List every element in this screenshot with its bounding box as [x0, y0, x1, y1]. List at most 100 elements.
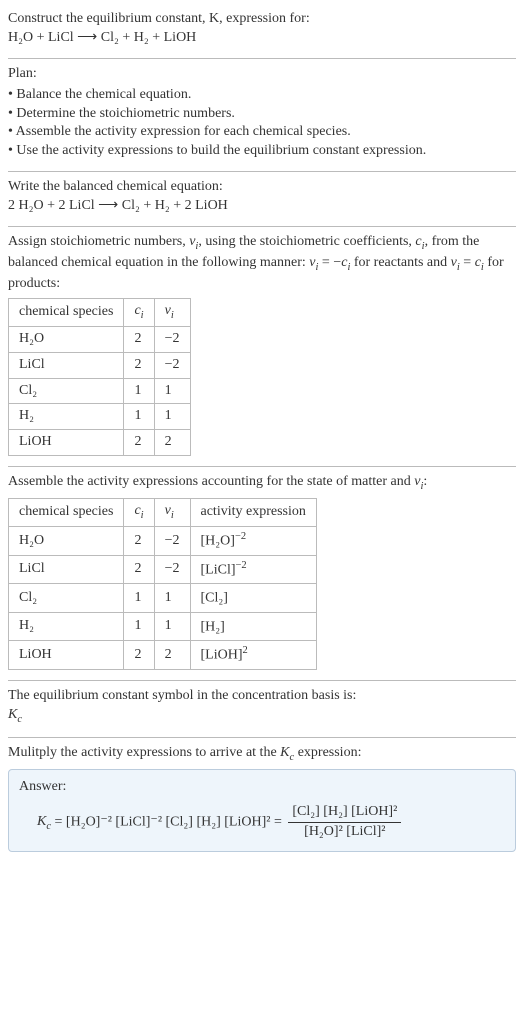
- col-species: chemical species: [9, 298, 124, 326]
- stoich-heading: Assign stoichiometric numbers, νi, using…: [8, 233, 516, 294]
- cell: 1: [154, 404, 190, 430]
- divider: [8, 226, 516, 227]
- cell: H₂: [9, 612, 124, 641]
- cell: −2: [154, 555, 190, 584]
- nu-i-symbol: νi: [189, 234, 198, 249]
- plan-item: Assemble the activity expression for eac…: [8, 123, 516, 142]
- base: [LiOH]: [201, 648, 243, 663]
- cell: 2: [124, 555, 154, 584]
- cell: [LiCl]−2: [190, 555, 316, 584]
- plan-list: Balance the chemical equation. Determine…: [8, 86, 516, 162]
- plan-item: Balance the chemical equation.: [8, 86, 516, 105]
- table-header-row: chemical species ci νi: [9, 298, 191, 326]
- divider: [8, 737, 516, 738]
- cell: −2: [154, 527, 190, 556]
- balanced-equation: 2 H₂O + 2 LiCl ⟶ Cl₂ + H₂ + 2 LiOH: [8, 197, 516, 216]
- base: [LiCl]: [201, 562, 236, 577]
- stoich-block: Assign stoichiometric numbers, νi, using…: [8, 229, 516, 464]
- cell: 1: [124, 404, 154, 430]
- lhs-terms: [H₂O]⁻² [LiCl]⁻² [Cl₂] [H₂] [LiOH]²: [66, 814, 271, 829]
- table-row: Cl₂11[Cl₂]: [9, 584, 317, 613]
- cell: −2: [154, 352, 190, 378]
- eqconst-heading: The equilibrium constant symbol in the c…: [8, 687, 516, 706]
- txt: Assign stoichiometric numbers,: [8, 234, 189, 249]
- cell: 2: [124, 527, 154, 556]
- cell: 2: [124, 326, 154, 352]
- kc-symbol: Kc: [280, 745, 294, 760]
- cell: H₂: [9, 404, 124, 430]
- txt: =: [460, 255, 475, 270]
- equals: =: [274, 814, 285, 829]
- plan-item: Determine the stoichiometric numbers.: [8, 105, 516, 124]
- cell: 2: [154, 430, 190, 456]
- base: [Cl₂]: [201, 591, 228, 606]
- cell: −2: [154, 326, 190, 352]
- cell: [LiOH]2: [190, 641, 316, 670]
- cell: LiOH: [9, 641, 124, 670]
- kc-symbol: Kc: [8, 706, 516, 727]
- txt: :: [423, 474, 427, 489]
- cell: 1: [124, 378, 154, 404]
- eqconst-block: The equilibrium constant symbol in the c…: [8, 683, 516, 735]
- table-row: H₂O2−2[H₂O]−2: [9, 527, 317, 556]
- rel: ci: [341, 255, 350, 270]
- cell: 1: [124, 584, 154, 613]
- rel: νi: [451, 255, 460, 270]
- cell: 1: [154, 584, 190, 613]
- numerator: [Cl₂] [H₂] [LiOH]²: [288, 803, 401, 823]
- base: [H₂]: [201, 620, 225, 635]
- col-vi: νi: [154, 298, 190, 326]
- txt: = −: [318, 255, 341, 270]
- activity-table: chemical species ci νi activity expressi…: [8, 498, 317, 670]
- cell: [H₂]: [190, 612, 316, 641]
- txt: for reactants and: [350, 255, 450, 270]
- divider: [8, 171, 516, 172]
- table-row: H₂11[H₂]: [9, 612, 317, 641]
- col-vi: νi: [154, 499, 190, 527]
- final-block: Mulitply the activity expressions to arr…: [8, 740, 516, 861]
- kc-symbol: Kc: [37, 814, 51, 829]
- txt: Assemble the activity expressions accoun…: [8, 474, 414, 489]
- table-row: LiOH22: [9, 430, 191, 456]
- answer-label: Answer:: [19, 778, 505, 797]
- txt: expression:: [294, 745, 361, 760]
- cell: LiCl: [9, 555, 124, 584]
- divider: [8, 58, 516, 59]
- txt: , using the stoichiometric coefficients,: [198, 234, 415, 249]
- equals: =: [55, 814, 66, 829]
- table-row: Cl₂11: [9, 378, 191, 404]
- intro-line1: Construct the equilibrium constant, K, e…: [8, 11, 310, 26]
- cell: 1: [124, 612, 154, 641]
- table-row: LiCl2−2: [9, 352, 191, 378]
- cell: 1: [154, 612, 190, 641]
- pow: −2: [235, 531, 246, 542]
- cell: 2: [124, 352, 154, 378]
- txt: Mulitply the activity expressions to arr…: [8, 745, 280, 760]
- cell: Cl₂: [9, 584, 124, 613]
- table-row: H₂O2−2: [9, 326, 191, 352]
- balanced-block: Write the balanced chemical equation: 2 …: [8, 174, 516, 224]
- cell: H₂O: [9, 326, 124, 352]
- c-i-symbol: ci: [415, 234, 424, 249]
- col-ci: ci: [124, 298, 154, 326]
- cell: 2: [154, 641, 190, 670]
- answer-box: Answer: Kc = [H₂O]⁻² [LiCl]⁻² [Cl₂] [H₂]…: [8, 769, 516, 853]
- divider: [8, 680, 516, 681]
- col-activity: activity expression: [190, 499, 316, 527]
- plan-block: Plan: Balance the chemical equation. Det…: [8, 61, 516, 169]
- balanced-heading: Write the balanced chemical equation:: [8, 178, 516, 197]
- intro-equation: H₂O + LiCl ⟶ Cl₂ + H₂ + LiOH: [8, 29, 516, 48]
- fraction: [Cl₂] [H₂] [LiOH]² [H₂O]² [LiCl]²: [288, 803, 401, 842]
- table-row: H₂11: [9, 404, 191, 430]
- col-species: chemical species: [9, 499, 124, 527]
- cell: 2: [124, 641, 154, 670]
- pow: −2: [236, 560, 247, 571]
- cell: H₂O: [9, 527, 124, 556]
- answer-equation: Kc = [H₂O]⁻² [LiCl]⁻² [Cl₂] [H₂] [LiOH]²…: [19, 803, 505, 842]
- col-ci: ci: [124, 499, 154, 527]
- table-header-row: chemical species ci νi activity expressi…: [9, 499, 317, 527]
- activity-heading: Assemble the activity expressions accoun…: [8, 473, 516, 494]
- intro-text: Construct the equilibrium constant, K, e…: [8, 11, 310, 26]
- cell: [Cl₂]: [190, 584, 316, 613]
- intro-block: Construct the equilibrium constant, K, e…: [8, 6, 516, 56]
